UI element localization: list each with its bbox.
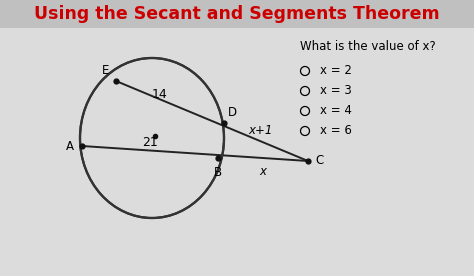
Text: 21: 21 — [142, 136, 158, 148]
Text: B: B — [214, 166, 222, 179]
Text: 14: 14 — [152, 87, 168, 100]
Text: C: C — [316, 155, 324, 168]
Text: x = 2: x = 2 — [320, 65, 352, 78]
Text: x = 6: x = 6 — [320, 124, 352, 137]
Text: x = 4: x = 4 — [320, 105, 352, 118]
Text: D: D — [228, 107, 237, 120]
Text: Using the Secant and Segments Theorem: Using the Secant and Segments Theorem — [34, 5, 440, 23]
Text: x+1: x+1 — [249, 123, 273, 137]
Text: x = 3: x = 3 — [320, 84, 352, 97]
Bar — [0, 0, 474, 28]
Text: What is the value of x?: What is the value of x? — [300, 39, 436, 52]
Text: E: E — [102, 65, 109, 78]
Text: x: x — [259, 165, 266, 178]
Text: A: A — [66, 139, 74, 153]
